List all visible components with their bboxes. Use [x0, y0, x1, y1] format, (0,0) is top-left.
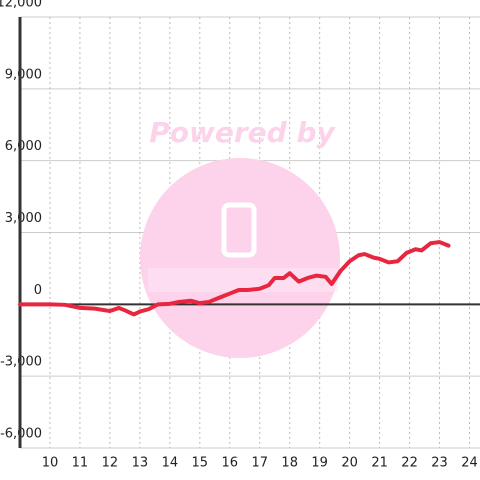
watermark-icon [221, 202, 257, 258]
x-tick-label: 21 [371, 456, 388, 471]
y-tick-label: 12,000 [0, 0, 42, 11]
x-tick-label: 15 [192, 456, 209, 471]
x-tick-label: 23 [431, 456, 448, 471]
x-tick-label: 12 [102, 456, 119, 471]
x-tick-label: 24 [461, 456, 478, 471]
y-tick-label: 9,000 [5, 67, 42, 82]
watermark-text: Powered by [149, 116, 336, 149]
y-tick-label: 6,000 [5, 139, 42, 154]
data-line [18, 240, 451, 317]
y-tick-label: 3,000 [5, 211, 42, 226]
y-tick-label: 0 [34, 283, 42, 298]
x-tick-label: 10 [42, 456, 59, 471]
x-tick-label: 19 [311, 456, 328, 471]
x-tick-label: 14 [162, 456, 179, 471]
x-tick-label: 17 [251, 456, 268, 471]
x-tick-label: 18 [281, 456, 298, 471]
x-tick-label: 22 [401, 456, 418, 471]
x-tick-label: 13 [132, 456, 149, 471]
watermark-circle [140, 158, 340, 358]
x-tick-label: 20 [341, 456, 358, 471]
x-tick-label: 11 [72, 456, 89, 471]
x-tick-label: 16 [221, 456, 238, 471]
